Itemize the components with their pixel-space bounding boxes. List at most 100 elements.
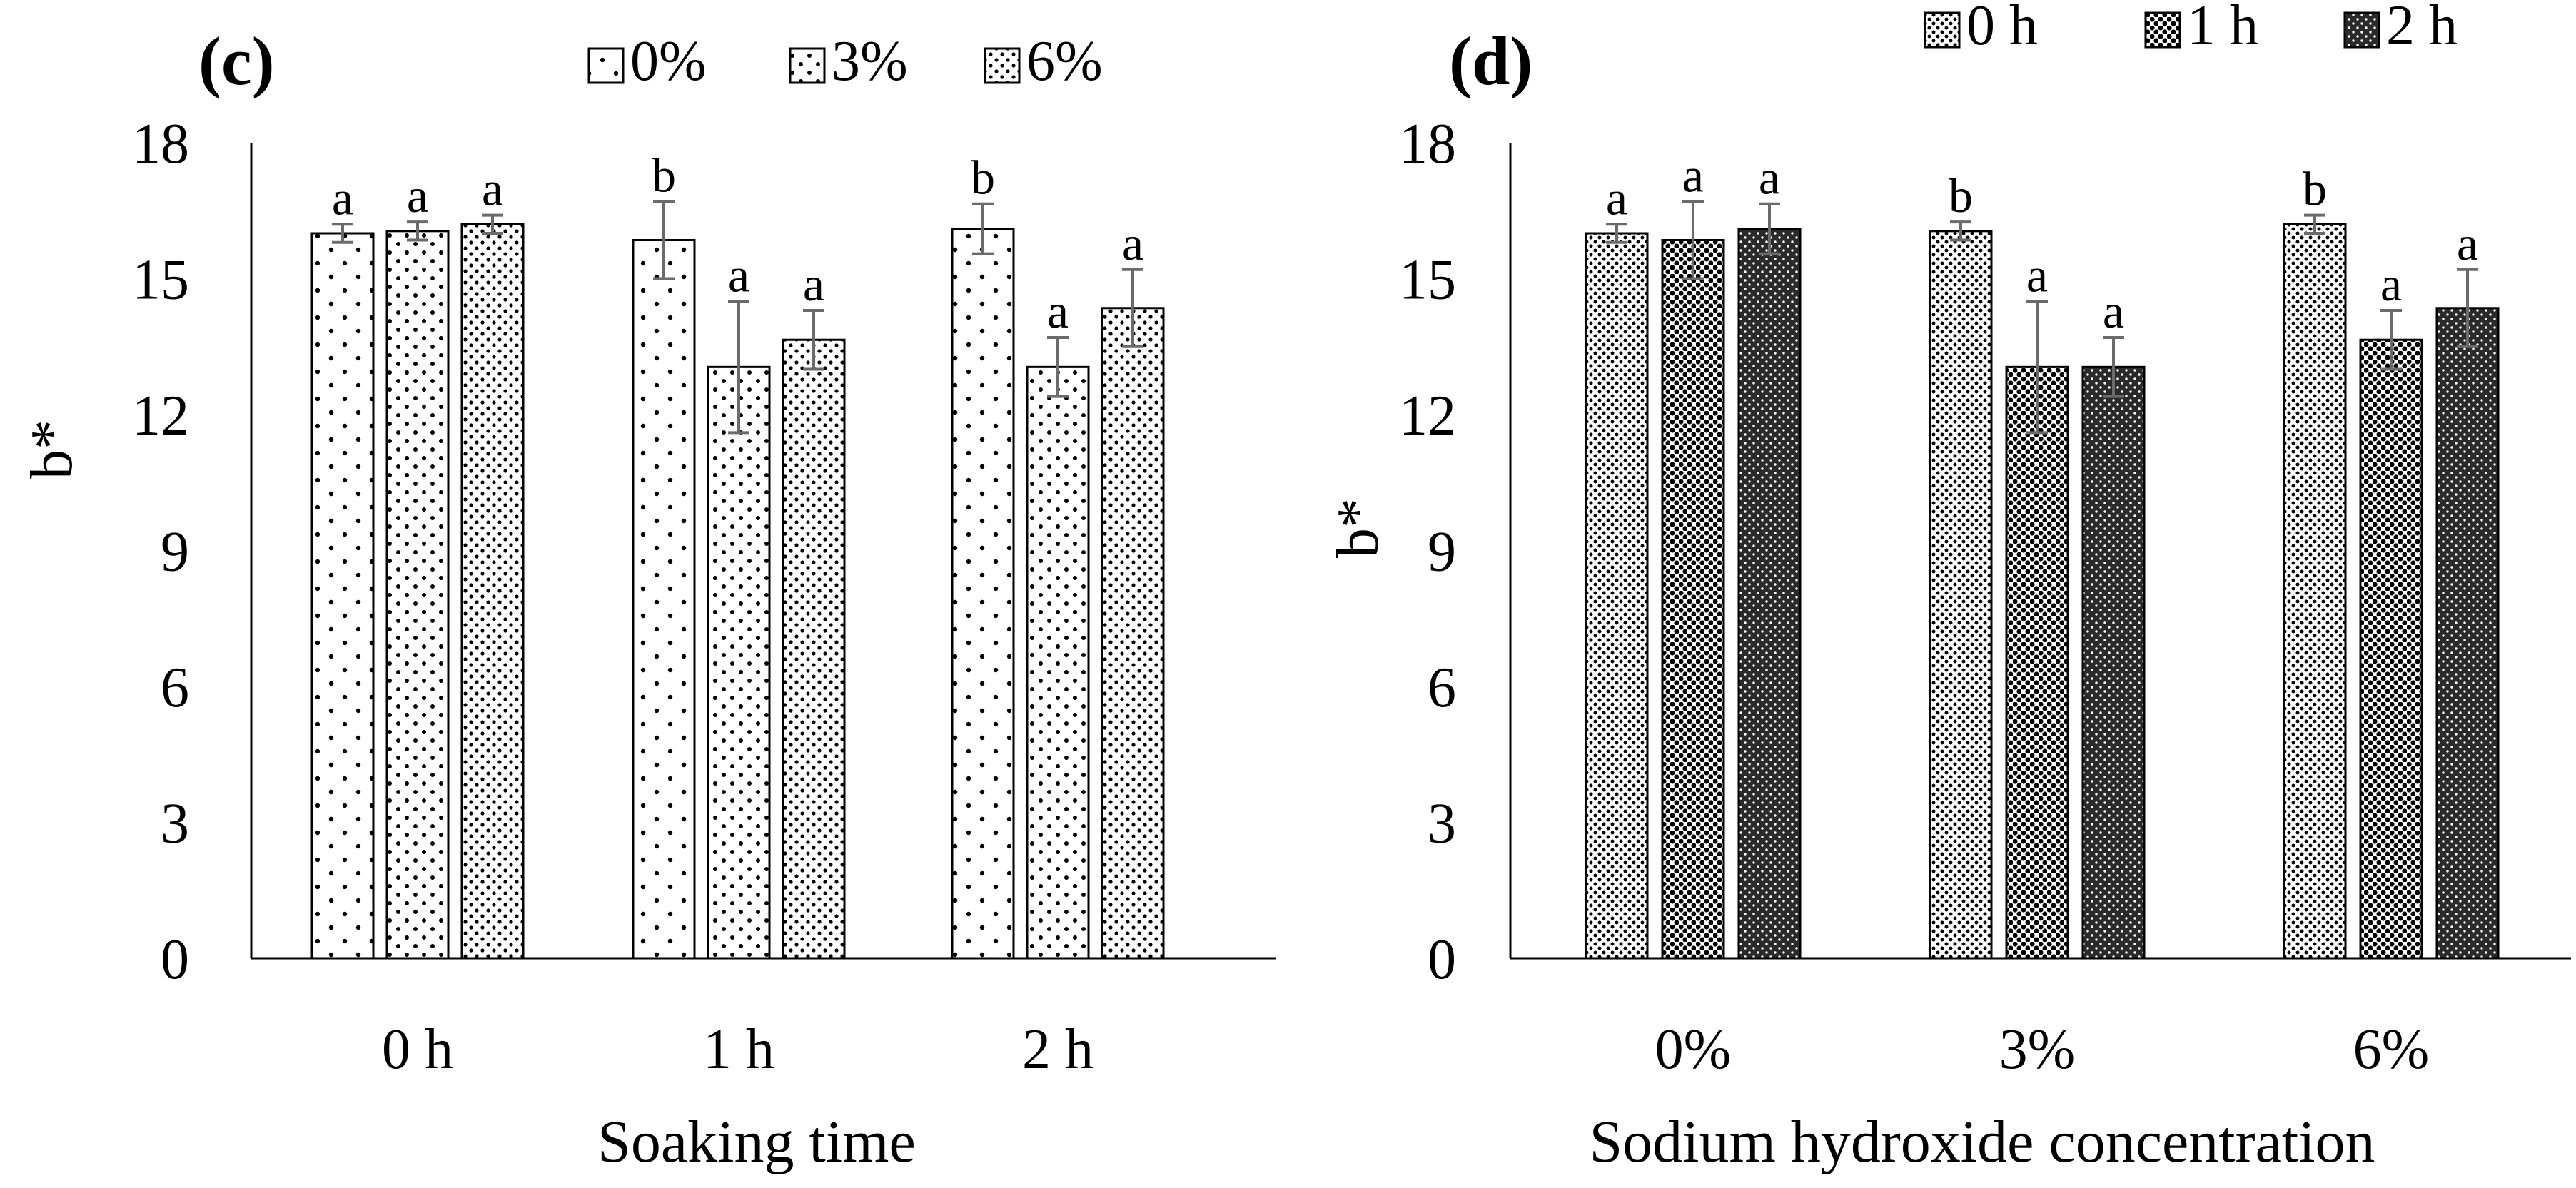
significance-letter: a (332, 171, 353, 225)
y-tick-label: 6 (1428, 656, 1456, 719)
error-bar (482, 213, 503, 235)
error-bar (2103, 336, 2124, 398)
y-tick-labels: 0 3 6 9 12 15 18 (1399, 113, 1456, 991)
x-tick-label: 2 h (1022, 1018, 1093, 1081)
y-tick-labels: 0 3 6 9 12 15 18 (132, 113, 189, 991)
legend-label: 0% (630, 30, 707, 93)
bar (707, 365, 771, 960)
y-tick-label: 9 (1428, 521, 1456, 584)
error-bar (2026, 300, 2048, 435)
x-tick-label: 6% (2353, 1018, 2430, 1081)
panel-label: (d) (1449, 23, 1532, 99)
bar (2005, 365, 2069, 960)
error-bar (972, 202, 994, 255)
error-bars (1606, 200, 2478, 435)
legend-label: 3% (832, 30, 908, 93)
significance-letter: a (1047, 284, 1069, 338)
significance-letter: a (2457, 216, 2478, 270)
significance-letter: a (2026, 248, 2048, 302)
y-tick-label: 15 (132, 249, 189, 312)
bar (1585, 232, 1649, 960)
y-tick-label: 12 (132, 385, 189, 447)
y-tick-label: 15 (1399, 249, 1456, 312)
y-tick-label: 18 (132, 113, 189, 176)
y-tick-label: 0 (161, 928, 189, 991)
legend-swatch (789, 47, 826, 84)
y-tick-label: 18 (1399, 113, 1456, 176)
significance-letter: a (803, 257, 824, 311)
significance-letter: a (482, 162, 503, 216)
legend: 0% 3% 6% (587, 30, 1103, 93)
panel-d: (d) b* Sodium hydroxide concentration 0 … (1325, 0, 2571, 1175)
error-bar (1759, 202, 1780, 255)
bar (385, 230, 450, 960)
y-tick-label: 3 (161, 793, 189, 856)
error-bar (2304, 213, 2325, 235)
significance-letter: a (1122, 216, 1143, 270)
legend-swatch (1924, 11, 1961, 49)
x-axis-title: Soaking time (597, 1109, 916, 1175)
bar (2359, 338, 2423, 960)
significance-letter: a (1606, 171, 1627, 225)
y-axis-title: b* (19, 420, 85, 479)
legend-label: 0 h (1966, 0, 2038, 57)
x-tick-labels: 0 h 1 h 2 h (382, 1018, 1093, 1081)
bar (460, 223, 525, 960)
bar (1661, 239, 1725, 960)
bar (1929, 230, 1993, 960)
bar (2283, 223, 2347, 960)
significance-letter: b (971, 151, 995, 205)
significance-letter: a (2103, 284, 2124, 338)
bar (1026, 365, 1090, 960)
legend-swatch (587, 47, 625, 84)
error-bar (1682, 200, 1704, 280)
error-bars (332, 200, 1143, 435)
error-bar (653, 200, 675, 280)
significance-letter: b (1949, 168, 1973, 223)
significance-letter: a (728, 248, 749, 302)
y-tick-label: 3 (1428, 793, 1456, 856)
y-axis-title: b* (1325, 498, 1391, 558)
error-bar (803, 308, 824, 371)
significance-letter: a (407, 168, 428, 223)
significance-letter: b (652, 148, 676, 203)
x-axis-title: Sodium hydroxide concentration (1589, 1109, 2375, 1175)
error-bar (1122, 268, 1143, 348)
legend-swatch (2343, 11, 2380, 49)
error-bar (1047, 336, 1069, 398)
x-tick-labels: 0% 3% 6% (1655, 1018, 2430, 1081)
bar (2081, 365, 2146, 960)
bar (951, 228, 1015, 960)
y-tick-label: 9 (161, 521, 189, 584)
panel-c: (c) b* Soaking time 0% 3% 6% 0 3 6 9 12 15 18 0 … (19, 23, 1276, 1175)
bar (310, 232, 375, 960)
x-tick-label: 0% (1655, 1018, 1732, 1081)
error-bar (1950, 220, 1971, 242)
bar (782, 338, 846, 960)
legend: 0 h 1 h 2 h (1924, 0, 2458, 57)
y-tick-label: 0 (1428, 928, 1456, 991)
error-bar (332, 223, 353, 244)
legend-swatch (2144, 11, 2181, 49)
significance-letter: a (1682, 148, 1704, 203)
x-tick-label: 1 h (703, 1018, 774, 1081)
x-tick-label: 0 h (382, 1018, 453, 1081)
legend-label: 2 h (2386, 0, 2458, 57)
x-tick-label: 3% (1999, 1018, 2076, 1081)
significance-letter: b (2303, 162, 2327, 216)
bar (2435, 307, 2500, 960)
bars (1585, 223, 2500, 960)
legend-swatch (984, 47, 1021, 84)
panel-label: (c) (198, 23, 275, 99)
legend-label: 1 h (2187, 0, 2258, 57)
significance-letter: a (2380, 257, 2402, 311)
error-bar (1606, 223, 1627, 244)
error-bar (728, 300, 749, 435)
significance-letter: a (1759, 151, 1780, 205)
bar (632, 239, 696, 960)
y-tick-label: 12 (1399, 385, 1456, 447)
error-bar (2380, 308, 2402, 371)
